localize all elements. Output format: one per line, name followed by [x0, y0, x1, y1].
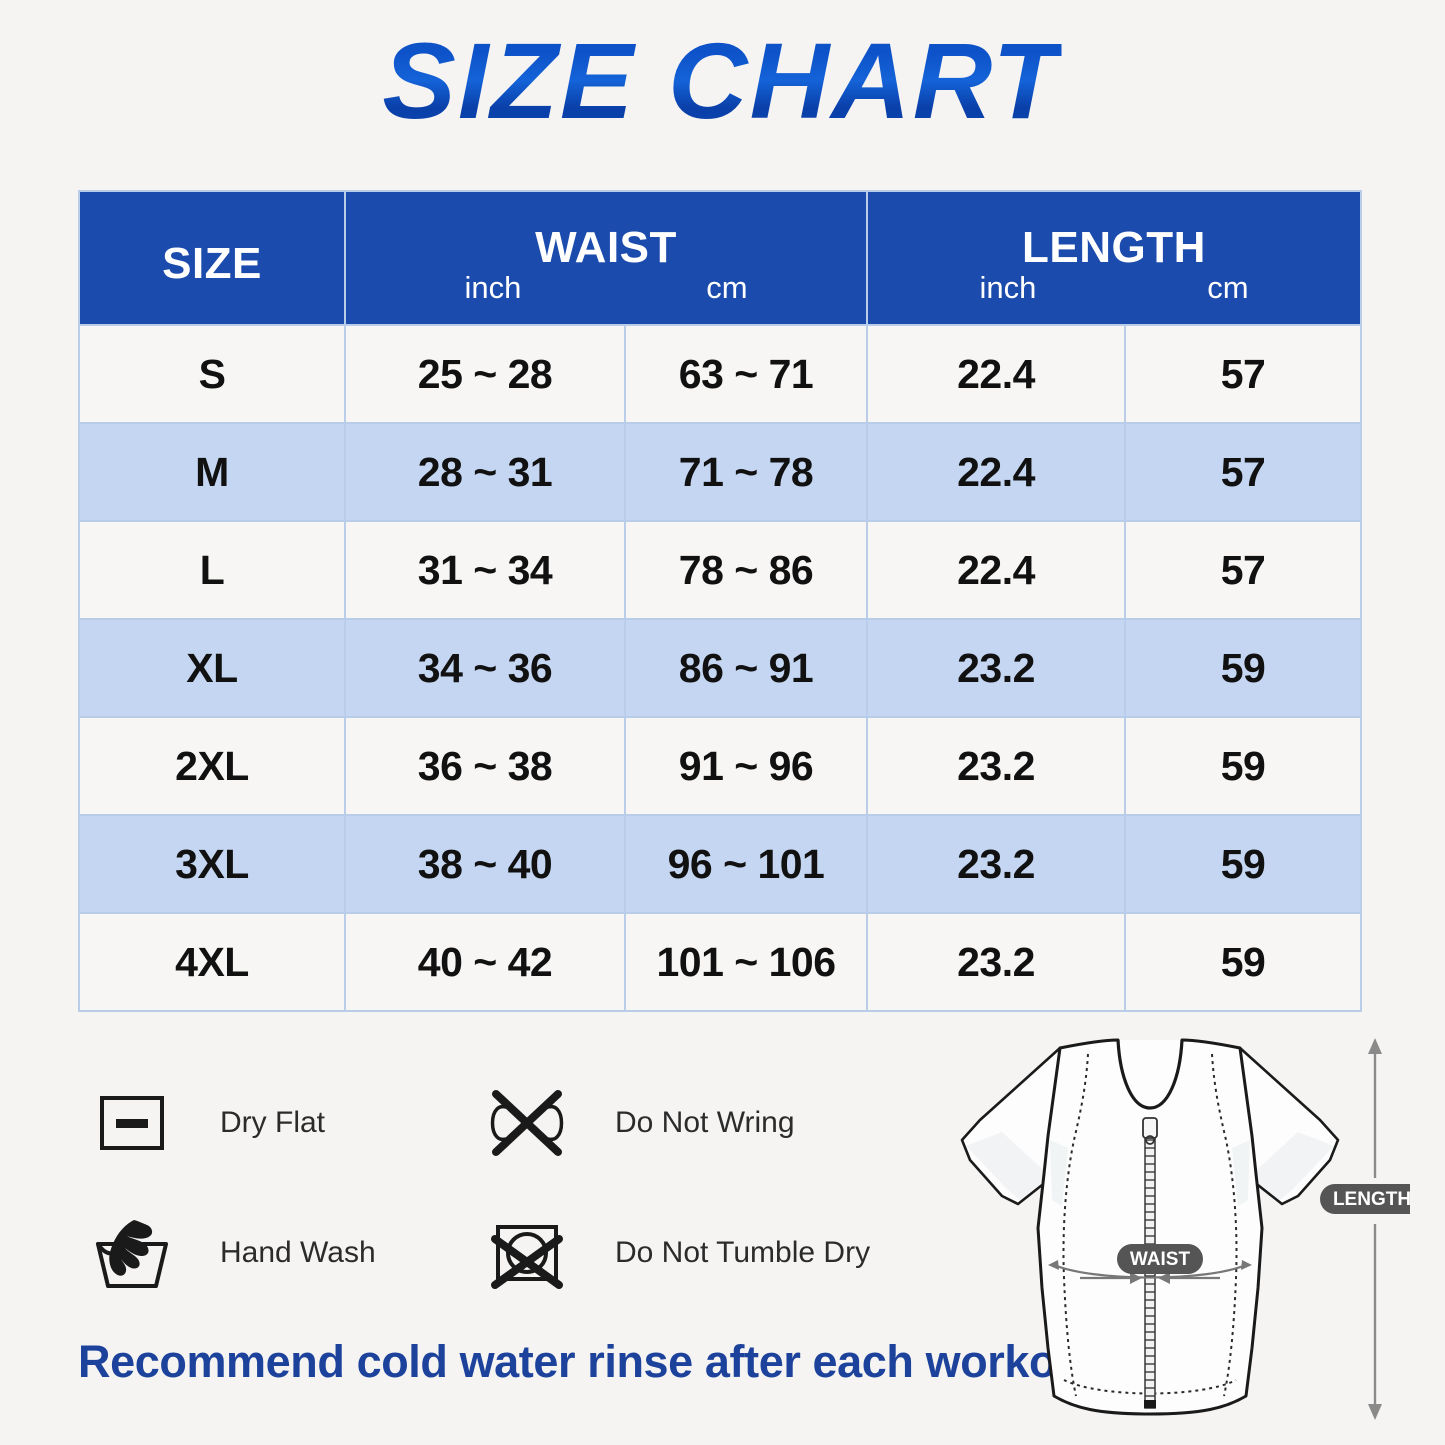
- cell-size: L: [78, 520, 346, 620]
- cell-length-inch: 23.2: [866, 618, 1126, 718]
- cell-length-inch: 23.2: [866, 814, 1126, 914]
- svg-text:LENGTH: LENGTH: [1333, 1189, 1410, 1210]
- header-subrow-waist: inch cm: [346, 272, 866, 303]
- table-row: M 28 ~ 31 71 ~ 78 22.4 57: [78, 422, 1362, 522]
- cell-size: 2XL: [78, 716, 346, 816]
- cell-size: 3XL: [78, 814, 346, 914]
- care-item-do-not-tumble-dry: Do Not Tumble Dry: [481, 1188, 951, 1318]
- table-row: S 25 ~ 28 63 ~ 71 22.4 57: [78, 324, 1362, 424]
- cell-length-inch: 23.2: [866, 716, 1126, 816]
- cell-size: 4XL: [78, 912, 346, 1012]
- cell-waist-inch: 25 ~ 28: [344, 324, 626, 424]
- cell-size: S: [78, 324, 346, 424]
- cell-waist-cm: 96 ~ 101: [624, 814, 868, 914]
- cell-size: XL: [78, 618, 346, 718]
- care-instructions: Dry Flat Do Not Wring: [86, 1058, 966, 1318]
- page-title-wrapper: SIZE CHART: [0, 18, 1445, 143]
- table-row: XL 34 ~ 36 86 ~ 91 23.2 59: [78, 618, 1362, 718]
- care-label-dry-flat: Dry Flat: [220, 1106, 325, 1139]
- cell-length-cm: 59: [1124, 814, 1362, 914]
- cell-length-cm: 59: [1124, 716, 1362, 816]
- footer-note: Recommend cold water rinse after each wo…: [78, 1336, 1110, 1387]
- care-label-do-not-tumble-dry: Do Not Tumble Dry: [615, 1236, 871, 1269]
- care-row-2: Hand Wash Do Not Tumble Dry: [86, 1188, 966, 1318]
- care-item-hand-wash: Hand Wash: [86, 1188, 481, 1318]
- header-label-length: LENGTH: [1022, 223, 1206, 272]
- cell-waist-cm: 91 ~ 96: [624, 716, 868, 816]
- table-row: L 31 ~ 34 78 ~ 86 22.4 57: [78, 520, 1362, 620]
- care-label-hand-wash: Hand Wash: [220, 1236, 376, 1269]
- cell-waist-cm: 86 ~ 91: [624, 618, 868, 718]
- cell-waist-inch: 28 ~ 31: [344, 422, 626, 522]
- cell-length-cm: 57: [1124, 520, 1362, 620]
- table-header: SIZE WAIST inch cm LENGTH inch cm: [78, 190, 1362, 326]
- cell-length-inch: 22.4: [866, 324, 1126, 424]
- cell-length-inch: 22.4: [866, 422, 1126, 522]
- size-chart-table: SIZE WAIST inch cm LENGTH inch cm: [78, 190, 1362, 1012]
- cell-length-cm: 57: [1124, 422, 1362, 522]
- garment-illustration: WAIST LENGTH: [940, 1028, 1424, 1445]
- cell-waist-inch: 40 ~ 42: [344, 912, 626, 1012]
- cell-size: M: [78, 422, 346, 522]
- table-header-row: SIZE WAIST inch cm LENGTH inch cm: [78, 190, 1362, 326]
- header-cell-waist: WAIST inch cm: [344, 190, 868, 326]
- cell-length-cm: 59: [1124, 912, 1362, 1012]
- dry-flat-icon: [86, 1077, 178, 1169]
- cell-length-inch: 23.2: [866, 912, 1126, 1012]
- cell-waist-inch: 34 ~ 36: [344, 618, 626, 718]
- header-label-size: SIZE: [162, 239, 262, 288]
- cell-waist-inch: 38 ~ 40: [344, 814, 626, 914]
- header-label-waist: WAIST: [535, 223, 677, 272]
- table-body: S 25 ~ 28 63 ~ 71 22.4 57 M 28 ~ 31 71 ~ 78 22.4…: [78, 324, 1362, 1012]
- svg-text:WAIST: WAIST: [1130, 1249, 1191, 1270]
- page-title: SIZE CHART: [382, 20, 1063, 141]
- cell-waist-inch: 36 ~ 38: [344, 716, 626, 816]
- cell-waist-inch: 31 ~ 34: [344, 520, 626, 620]
- table-row: 4XL 40 ~ 42 101 ~ 106 23.2 59: [78, 912, 1362, 1012]
- header-subrow-length: inch cm: [868, 272, 1360, 303]
- cell-waist-cm: 78 ~ 86: [624, 520, 868, 620]
- header-label-waist-cm: cm: [706, 270, 748, 305]
- cell-length-cm: 57: [1124, 324, 1362, 424]
- table-row: 2XL 36 ~ 38 91 ~ 96 23.2 59: [78, 716, 1362, 816]
- cell-length-cm: 59: [1124, 618, 1362, 718]
- table-row: 3XL 38 ~ 40 96 ~ 101 23.2 59: [78, 814, 1362, 914]
- care-label-do-not-wring: Do Not Wring: [615, 1106, 795, 1139]
- header-label-length-inch: inch: [979, 270, 1037, 305]
- header-cell-size: SIZE: [78, 190, 346, 326]
- cell-waist-cm: 101 ~ 106: [624, 912, 868, 1012]
- header-label-waist-inch: inch: [464, 270, 522, 305]
- cell-length-inch: 22.4: [866, 520, 1126, 620]
- header-label-length-cm: cm: [1207, 270, 1249, 305]
- do-not-tumble-dry-icon: [481, 1207, 573, 1299]
- hand-wash-icon: [86, 1207, 178, 1299]
- cell-waist-cm: 63 ~ 71: [624, 324, 868, 424]
- care-item-do-not-wring: Do Not Wring: [481, 1058, 951, 1188]
- do-not-wring-icon: [481, 1077, 573, 1169]
- header-cell-length: LENGTH inch cm: [866, 190, 1362, 326]
- care-row-1: Dry Flat Do Not Wring: [86, 1058, 966, 1188]
- care-item-dry-flat: Dry Flat: [86, 1058, 481, 1188]
- cell-waist-cm: 71 ~ 78: [624, 422, 868, 522]
